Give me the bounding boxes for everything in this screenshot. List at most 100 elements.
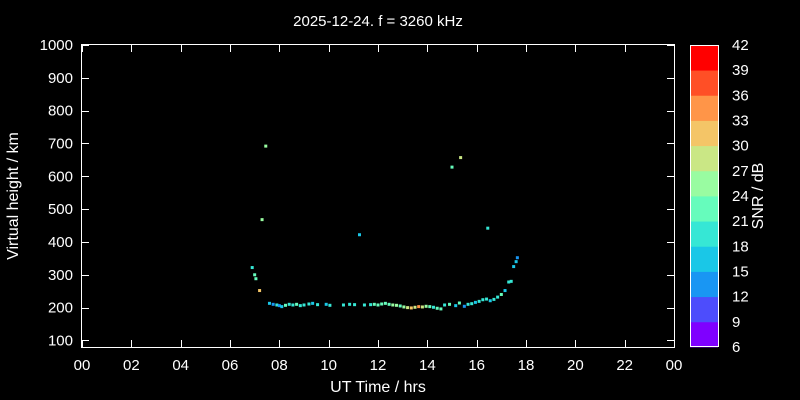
data-point	[277, 304, 281, 308]
data-point	[507, 280, 511, 284]
data-point	[466, 302, 470, 306]
data-point	[324, 302, 328, 306]
data-point	[250, 266, 254, 270]
data-point	[348, 302, 352, 306]
colorbar-segment	[690, 170, 718, 197]
x-tick-label: 02	[123, 357, 140, 374]
data-point	[298, 304, 302, 308]
y-tick-label: 200	[48, 300, 73, 317]
data-point	[454, 304, 458, 308]
data-point	[260, 218, 264, 222]
y-tick-label: 500	[48, 201, 73, 218]
y-tick-label: 700	[48, 135, 73, 152]
y-tick-label: 1000	[40, 37, 73, 54]
colorbar-segment	[690, 296, 718, 323]
colorbar-segment	[690, 45, 718, 71]
data-point	[391, 303, 395, 307]
data-point	[462, 304, 466, 308]
data-point	[387, 302, 391, 306]
data-point	[470, 302, 474, 306]
colorbar-segment	[690, 196, 718, 222]
data-point	[485, 297, 489, 301]
x-tick-label: 16	[468, 357, 485, 374]
data-point	[477, 299, 481, 303]
colorbar-tick-label: 36	[732, 87, 749, 104]
data-point	[512, 265, 516, 269]
colorbar-tick-label: 39	[732, 62, 749, 79]
data-point	[481, 298, 485, 302]
data-point	[413, 305, 417, 309]
data-point	[515, 256, 519, 260]
y-axis-title: Virtual height / km	[5, 132, 22, 260]
data-point	[439, 307, 443, 311]
data-point	[372, 302, 376, 306]
x-tick-label: 18	[518, 357, 535, 374]
data-point	[428, 305, 432, 309]
data-point	[353, 303, 357, 307]
x-tick-label: 14	[419, 357, 436, 374]
data-point	[488, 299, 492, 303]
data-point	[258, 289, 262, 293]
data-point	[420, 305, 424, 309]
data-point	[432, 305, 435, 309]
data-point	[284, 303, 287, 307]
data-point	[424, 304, 428, 308]
colorbar: 6 9 12 15 18 21 24 27 30 33 36 39 42	[690, 37, 749, 356]
data-point	[275, 303, 279, 307]
colorbar-frame	[690, 45, 719, 347]
y-tick-label: 800	[48, 103, 73, 120]
colorbar-tick-label: 6	[732, 339, 740, 356]
data-point	[291, 303, 295, 307]
data-point	[486, 226, 490, 230]
y-tick-label: 100	[48, 332, 73, 349]
colorbar-tick-label: 27	[732, 163, 749, 180]
data-point	[380, 302, 384, 306]
data-point	[435, 306, 439, 310]
x-tick-label: 00	[74, 357, 91, 374]
colorbar-segment	[690, 321, 718, 348]
colorbar-tick-label: 15	[732, 264, 749, 281]
data-point	[450, 165, 454, 169]
colorbar-tick-label: 9	[732, 314, 740, 331]
x-tick-label: 12	[370, 357, 387, 374]
colorbar-segment	[690, 271, 718, 298]
colorbar-tick-label: 12	[732, 289, 749, 306]
colorbar-tick-label: 21	[732, 213, 749, 230]
data-point	[398, 304, 402, 308]
colorbar-tick-label: 24	[732, 188, 749, 205]
data-point	[503, 289, 507, 293]
data-point	[443, 303, 447, 307]
plot-frame	[81, 44, 675, 348]
colorbar-segment	[690, 221, 718, 247]
data-point	[307, 302, 311, 306]
data-point	[311, 301, 315, 305]
colorbar-title: SNR / dB	[750, 163, 767, 230]
y-tick-label: 300	[48, 267, 73, 284]
data-point	[328, 303, 332, 307]
colorbar-tick-label: 42	[732, 37, 749, 54]
data-point	[287, 302, 291, 306]
x-tick-label: 10	[320, 357, 337, 374]
x-axis-title: UT Time / hrs	[330, 379, 426, 396]
x-tick-label: 06	[222, 357, 239, 374]
data-point	[402, 305, 406, 309]
x-tick-label: 00	[666, 357, 683, 374]
data-point	[341, 303, 345, 307]
colorbar-segment	[690, 246, 718, 272]
data-point	[409, 306, 413, 310]
colorbar-segment	[690, 95, 718, 121]
x-tick-label: 22	[616, 357, 633, 374]
data-point	[280, 305, 284, 309]
data-point	[254, 277, 258, 281]
colorbar-tick-label: 33	[732, 113, 749, 130]
data-point	[369, 303, 373, 307]
colorbar-segment	[690, 145, 718, 172]
data-point	[383, 301, 387, 305]
data-point	[376, 303, 380, 307]
data-point	[395, 303, 398, 307]
y-tick-label: 600	[48, 168, 73, 185]
data-point	[264, 144, 268, 148]
x-tick-label: 08	[271, 357, 288, 374]
x-tick-label: 20	[567, 357, 584, 374]
colorbar-tick-label: 18	[732, 238, 749, 255]
